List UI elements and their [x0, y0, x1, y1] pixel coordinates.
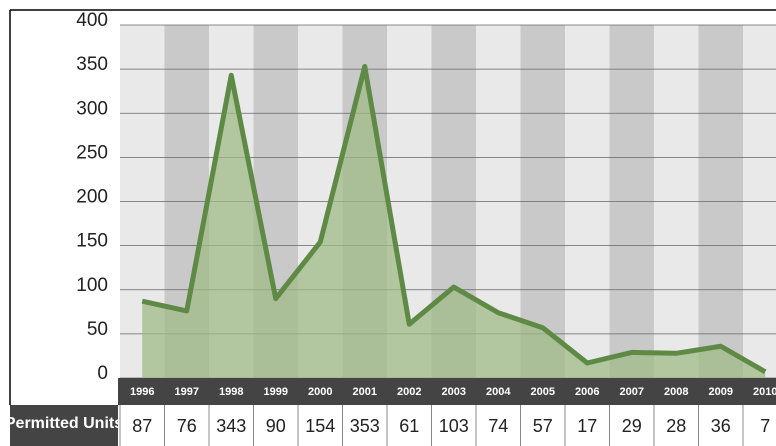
marks: [141, 63, 767, 378]
x-tick-label: 2002: [397, 386, 421, 398]
y-tick-label: 300: [76, 98, 108, 119]
x-tick-label: 2010: [753, 386, 776, 398]
table-value: 74: [488, 416, 508, 436]
x-tick-label: 1998: [219, 386, 243, 398]
x-tick-label: 2009: [709, 386, 733, 398]
table-value: 90: [266, 416, 286, 436]
table-value: 28: [666, 416, 686, 436]
x-tick-label: 2006: [575, 386, 599, 398]
table-value: 36: [711, 416, 731, 436]
table-value: 353: [350, 416, 380, 436]
table-value: 76: [177, 416, 197, 436]
table-value: 17: [577, 416, 597, 436]
y-tick-label: 350: [76, 54, 108, 75]
table-value: 7: [760, 416, 770, 436]
row-header: [10, 405, 118, 446]
table-value: 57: [533, 416, 553, 436]
table-value: 87: [132, 416, 152, 436]
x-tick-label: 1999: [264, 386, 288, 398]
y-tick-label: 400: [76, 10, 108, 31]
table-value: 343: [216, 416, 246, 436]
table-value: 154: [305, 416, 335, 436]
area: [142, 66, 766, 378]
x-tick-label: 1996: [130, 386, 154, 398]
table-value: 61: [399, 416, 419, 436]
table-value: 29: [622, 416, 642, 436]
x-tick-label: 2008: [664, 386, 688, 398]
year-band: [118, 378, 776, 405]
line: [141, 63, 767, 374]
x-tick-label: 2007: [620, 386, 644, 398]
x-tick-label: 2005: [531, 386, 555, 398]
y-tick-label: 0: [97, 363, 108, 384]
table-value: 103: [439, 416, 469, 436]
x-tick-label: 2001: [353, 386, 377, 398]
x-tick-label: 1997: [175, 386, 199, 398]
y-tick-label: 250: [76, 142, 108, 163]
labels: 0 50 100 150 200 250 300 350 400 Permitted Units 1…: [5, 10, 776, 446]
x-tick-label: 2003: [442, 386, 466, 398]
y-tick-label: 150: [76, 231, 108, 252]
x-tick-label: 2000: [308, 386, 332, 398]
y-tick-label: 200: [76, 187, 108, 208]
y-tick-label: 50: [87, 319, 108, 340]
y-tick-label: 100: [76, 275, 108, 296]
row-header-label: Permitted Units: [5, 415, 123, 432]
x-tick-label: 2004: [486, 386, 511, 398]
